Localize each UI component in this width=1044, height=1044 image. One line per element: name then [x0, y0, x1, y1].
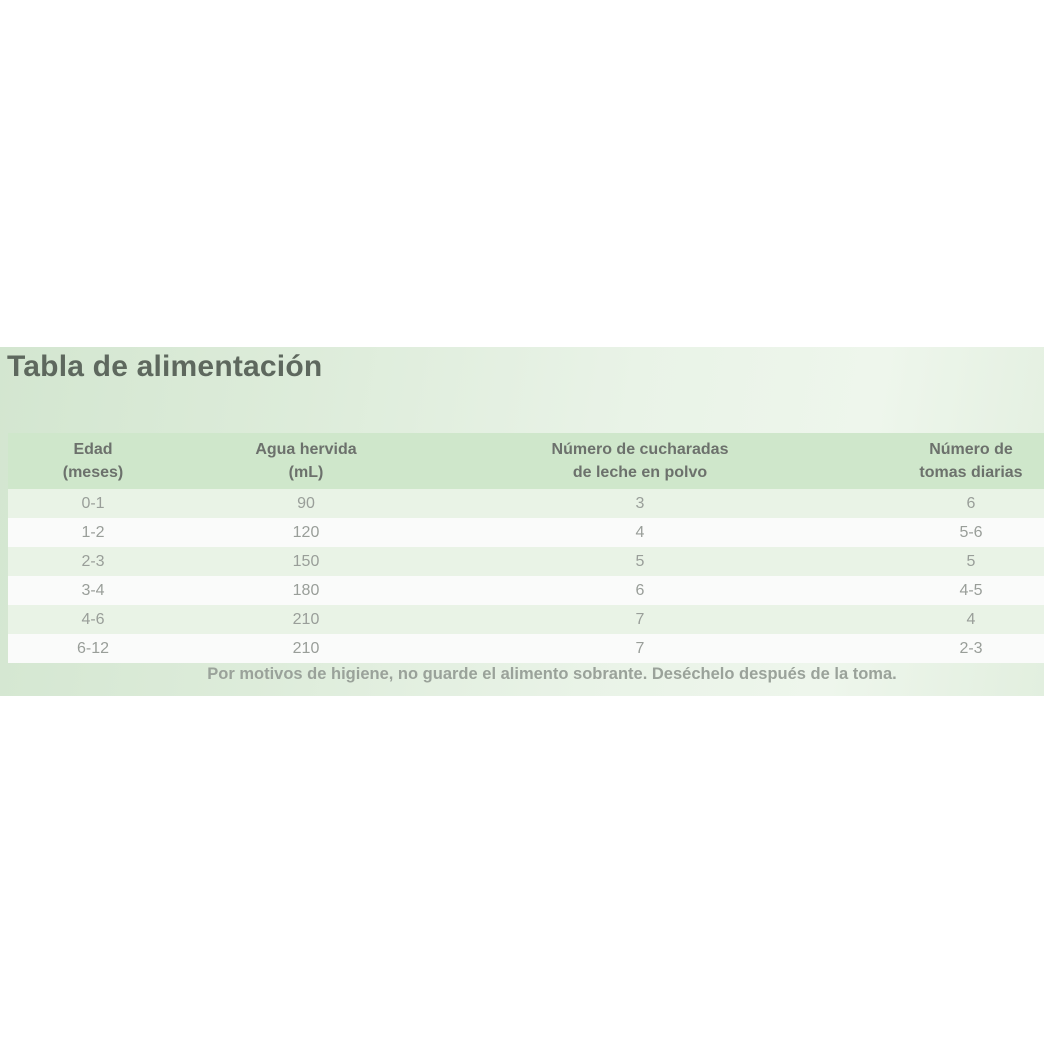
cell-agua: 180	[178, 576, 434, 605]
column-header-line: (meses)	[62, 464, 124, 481]
column-header-edad: Edad (meses)	[8, 433, 178, 489]
cell-edad: 4-6	[8, 605, 178, 634]
cell-edad: 1-2	[8, 518, 178, 547]
column-header-tomas-diarias: Número de tomas diarias	[846, 433, 1044, 489]
cell-tomas: 5	[846, 547, 1044, 576]
cell-agua: 210	[178, 634, 434, 663]
column-header-line: Número de	[929, 441, 1013, 458]
column-header-line: Edad	[73, 441, 113, 458]
column-header-line: tomas diarias	[919, 464, 1023, 481]
cell-tomas: 6	[846, 489, 1044, 518]
column-header-agua-hervida: Agua hervida (mL)	[178, 433, 434, 489]
cell-cucharadas: 7	[434, 605, 846, 634]
cell-tomas: 2-3	[846, 634, 1044, 663]
header-row: Edad (meses) Agua hervida (mL) Número de…	[8, 433, 1044, 489]
cell-agua: 120	[178, 518, 434, 547]
cell-agua: 150	[178, 547, 434, 576]
cell-agua: 210	[178, 605, 434, 634]
table-row: 1-2 120 4 5-6	[8, 518, 1044, 547]
table-row: 2-3 150 5 5	[8, 547, 1044, 576]
cell-tomas: 5-6	[846, 518, 1044, 547]
feeding-table-panel: Tabla de alimentación Edad (meses) Agua …	[0, 347, 1044, 696]
cell-cucharadas: 6	[434, 576, 846, 605]
hygiene-note: Por motivos de higiene, no guarde el ali…	[207, 665, 897, 683]
cell-edad: 0-1	[8, 489, 178, 518]
feeding-table: Edad (meses) Agua hervida (mL) Número de…	[8, 433, 1044, 663]
table-row: 0-1 90 3 6	[8, 489, 1044, 518]
cell-edad: 2-3	[8, 547, 178, 576]
panel-title: Tabla de alimentación	[7, 350, 323, 383]
table-row: 4-6 210 7 4	[8, 605, 1044, 634]
cell-cucharadas: 4	[434, 518, 846, 547]
column-header-line: (mL)	[288, 464, 324, 481]
cell-cucharadas: 7	[434, 634, 846, 663]
column-header-cucharadas: Número de cucharadas de leche en polvo	[434, 433, 846, 489]
cell-tomas: 4-5	[846, 576, 1044, 605]
table-row: 6-12 210 7 2-3	[8, 634, 1044, 663]
cell-edad: 3-4	[8, 576, 178, 605]
column-header-line: Agua hervida	[255, 441, 357, 458]
column-header-line: Número de cucharadas	[551, 441, 729, 458]
table-row: 3-4 180 6 4-5	[8, 576, 1044, 605]
cell-cucharadas: 3	[434, 489, 846, 518]
cell-tomas: 4	[846, 605, 1044, 634]
cell-cucharadas: 5	[434, 547, 846, 576]
cell-agua: 90	[178, 489, 434, 518]
column-header-line: de leche en polvo	[572, 464, 708, 481]
cell-edad: 6-12	[8, 634, 178, 663]
